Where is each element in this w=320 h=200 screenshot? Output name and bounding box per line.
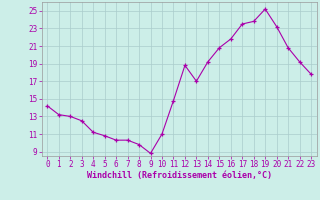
X-axis label: Windchill (Refroidissement éolien,°C): Windchill (Refroidissement éolien,°C) <box>87 171 272 180</box>
